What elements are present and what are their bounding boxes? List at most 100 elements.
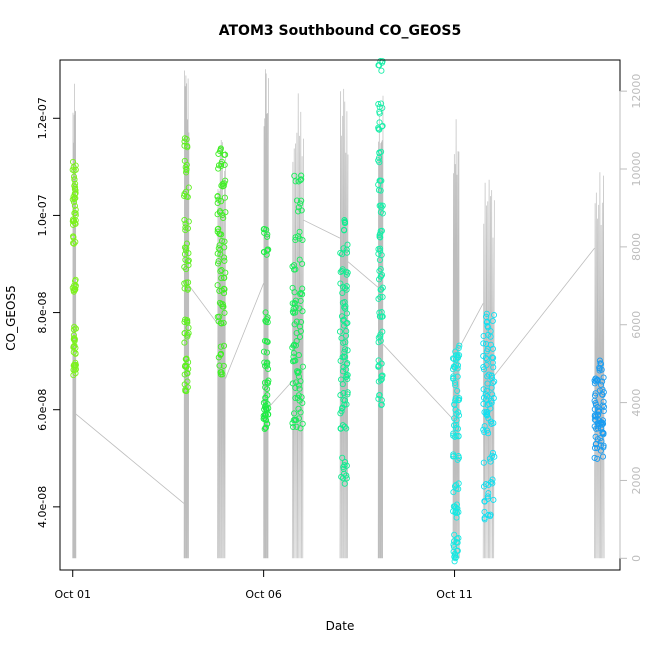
data-point-s3-53 (221, 309, 228, 316)
data-point-s10-71 (600, 403, 608, 410)
y2-tick-label-1: 0 (630, 555, 643, 562)
data-point-s10-40 (596, 357, 603, 364)
data-point-s10-58 (594, 403, 601, 411)
data-point-s2-64 (182, 224, 189, 231)
data-point-s9-52 (489, 391, 496, 398)
data-point-s10-20 (600, 407, 607, 415)
data-point-s10-41 (596, 367, 603, 374)
data-point-s2-41 (183, 244, 190, 251)
data-point-s9-69 (484, 401, 491, 408)
data-point-s1-33 (70, 217, 78, 224)
data-point-s3-82 (217, 319, 224, 327)
data-point-s4-48 (260, 348, 268, 355)
data-point-s1-73 (71, 190, 78, 197)
data-point-s5-76 (298, 172, 305, 179)
data-point-s1-71 (69, 158, 77, 165)
data-point-s9-75 (481, 516, 488, 523)
data-point-s7-16 (377, 58, 384, 65)
data-point-s8-59 (450, 543, 458, 550)
data-point-s1-76 (72, 220, 79, 227)
data-point-s5-37 (290, 309, 297, 316)
data-point-s5-80 (297, 289, 304, 296)
data-point-s8-85 (455, 485, 462, 493)
data-point-s5-87 (293, 379, 300, 386)
y2-tick-label-3: 4000 (630, 389, 643, 417)
data-point-s3-83 (217, 351, 224, 358)
data-point-s10-72 (591, 413, 598, 420)
data-point-s7-52 (376, 233, 383, 241)
data-point-s6-70 (343, 372, 350, 379)
data-point-s10-77 (593, 440, 600, 447)
data-point-s4-57 (264, 247, 271, 254)
data-point-s2-15 (185, 184, 192, 191)
data-point-s6-27 (343, 401, 350, 408)
data-point-s3-75 (222, 209, 229, 216)
data-point-s8-81 (451, 401, 458, 408)
data-point-s1-16 (71, 176, 78, 183)
data-point-s1-80 (72, 325, 79, 332)
data-point-s8-89 (454, 547, 461, 554)
data-point-s7-89 (378, 373, 385, 380)
data-point-s3-73 (221, 180, 228, 187)
data-point-s9-86 (485, 430, 492, 437)
data-point-s5-84 (290, 342, 297, 349)
data-point-s7-38 (376, 256, 383, 264)
data-point-s4-46 (265, 246, 272, 253)
data-point-s10-75 (593, 425, 600, 432)
data-point-s10-68 (597, 381, 605, 388)
data-point-s6-53 (341, 348, 348, 355)
data-point-s1-44 (72, 180, 79, 187)
data-point-s8-33 (454, 365, 461, 372)
data-point-s9-71 (480, 426, 487, 433)
data-point-s3-56 (220, 362, 227, 369)
data-point-s7-85 (375, 295, 382, 302)
data-point-s1-72 (72, 184, 79, 191)
data-point-s5-45 (297, 425, 304, 432)
data-point-s7-48 (378, 123, 386, 130)
data-point-s1-82 (70, 344, 77, 351)
data-point-s9-79 (490, 354, 497, 361)
data-point-s5-42 (297, 378, 304, 385)
data-point-s1-60 (70, 199, 78, 206)
data-point-s2-59 (181, 371, 188, 378)
data-point-s5-85 (291, 357, 298, 364)
ferry-line-8 (458, 303, 484, 348)
data-point-s5-54 (293, 338, 300, 345)
data-point-s7-66 (379, 210, 386, 217)
data-points-layer (69, 58, 608, 565)
data-point-s5-47 (298, 197, 305, 204)
data-point-s6-49 (343, 283, 350, 290)
data-point-s7-40 (379, 284, 386, 291)
data-point-s10-13 (594, 455, 601, 462)
data-point-s3-19 (220, 214, 227, 222)
data-point-s1-65 (72, 282, 79, 289)
data-point-s3-58 (215, 162, 223, 169)
data-point-s2-25 (181, 135, 188, 142)
data-point-s5-60 (293, 423, 300, 430)
data-point-s7-78 (379, 122, 386, 129)
data-point-s2-71 (182, 362, 189, 369)
data-point-s3-72 (221, 161, 228, 168)
data-point-s2-60 (184, 378, 191, 385)
data-point-s4-56 (260, 226, 267, 233)
data-point-s9-60 (481, 508, 488, 515)
data-point-s7-32 (376, 110, 383, 117)
data-point-s7-17 (379, 104, 386, 111)
y-axis: 4.0e-08 6.0e-08 8.0e-08 1.0e-07 1.2e-07 (36, 97, 61, 528)
data-point-s2-54 (182, 256, 189, 263)
data-point-s1-58 (70, 173, 78, 180)
data-point-s2-57 (184, 331, 191, 338)
ferry-line-7 (382, 343, 454, 420)
data-point-s1-77 (70, 240, 77, 247)
x-tick-label-1: Oct 01 (54, 588, 91, 601)
data-point-s4-12 (261, 229, 268, 236)
data-point-s5-90 (290, 423, 297, 431)
data-point-s3-76 (216, 230, 223, 238)
data-point-s7-82 (378, 227, 385, 234)
data-point-s6-75 (343, 475, 350, 482)
data-point-s5-31 (291, 172, 298, 179)
data-point-s7-59 (377, 377, 384, 384)
data-point-s8-84 (450, 453, 457, 460)
